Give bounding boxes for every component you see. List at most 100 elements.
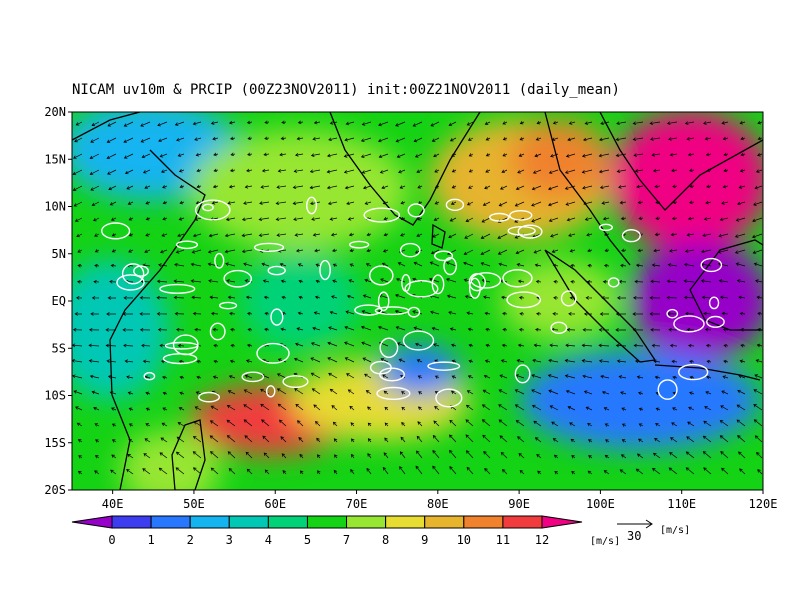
wind-arrow [398,169,406,174]
wind-arrow [485,137,491,141]
wind-arrow [296,136,304,141]
wind-arrow [430,310,440,315]
wind-arrow [212,327,219,332]
wind-arrow [367,438,372,443]
wind-arrow [260,388,270,395]
wind-arrow [723,343,729,348]
field-blob [630,240,763,360]
wind-arrow [380,278,389,283]
wind-arrow [327,201,338,206]
wind-arrow [367,406,372,411]
wind-arrow [298,279,304,284]
field-blob [72,260,170,400]
wind-arrow [599,312,610,316]
wind-arrow [94,470,100,475]
precip-contour [241,371,265,383]
wind-arrow [143,453,151,459]
wind-arrow [260,185,270,189]
wind-arrow [361,341,372,347]
wind-arrow [549,405,559,411]
wind-arrow [317,470,321,475]
wind-arrow [653,248,661,253]
wind-arrow [449,419,457,427]
wind-arrow [360,325,372,331]
wind-arrow [605,439,610,443]
wind-arrow [450,390,457,395]
wind-arrow [399,451,406,459]
wind-arrow [535,279,542,284]
precip-contour [253,242,285,252]
wind-arrow [281,120,287,125]
wind-arrow [757,311,763,316]
wind-arrow [549,343,559,348]
wind-arrow [261,262,270,267]
colorbar-segment [306,515,348,529]
wind-arrow [416,233,423,237]
lon-label: 80E [427,497,449,511]
lon-label: 90E [508,497,530,511]
wind-arrow [519,311,525,316]
wind-arrow [243,419,253,427]
wind-arrow [654,438,661,443]
field-blob [610,112,763,250]
wind-arrow [671,422,678,427]
wind-arrow [211,201,219,205]
wind-arrow [633,343,644,348]
wind-arrow [413,326,423,331]
wind-arrow [349,263,355,267]
wind-arrow [740,343,746,348]
wind-arrow [753,419,763,427]
wind-arrow [412,121,423,127]
wind-arrow [481,404,491,411]
wind-arrow [531,185,542,191]
wind-arrow [107,169,117,175]
wind-arrow [448,233,457,239]
wind-arrow [378,121,389,127]
wind-arrow [226,435,236,443]
precip-contour [369,265,394,286]
wind-arrow [312,326,321,331]
wind-arrow [719,435,729,443]
wind-arrow [702,451,712,459]
wind-arrow [499,435,508,443]
wind-arrow [414,153,423,158]
wind-arrow [145,391,151,396]
wind-arrow [600,374,610,379]
wind-arrow [329,121,338,125]
wind-arrow [228,184,236,189]
wind-arrow [107,121,117,127]
wind-arrow [400,200,406,205]
wind-arrow [144,249,151,253]
wind-arrow [243,262,253,267]
wind-arrow [705,343,712,348]
wind-arrow [160,169,168,173]
wind-arrow [719,420,729,427]
wind-arrow [276,185,287,189]
wind-arrow [671,168,678,173]
wind-arrow [311,217,321,221]
wind-arrow [126,185,134,190]
wind-arrow [123,137,134,143]
wind-arrow [706,184,712,189]
precip-contour [270,308,284,326]
wind-arrow [106,359,117,363]
wind-arrow [213,359,219,364]
wind-arrow [704,406,712,411]
wind-arrow [533,420,542,427]
wind-arrow [534,263,542,268]
wind-arrow [703,311,712,316]
precip-contour [379,367,405,382]
wind-arrow [434,375,440,379]
wind-arrow [280,436,287,443]
wind-arrow [91,121,100,127]
wind-arrow [582,374,593,379]
wind-arrow [636,453,644,459]
wind-arrow [416,359,423,363]
wind-arrow [686,233,695,237]
colorbar-segment [228,515,269,529]
wind-arrow [566,217,576,222]
wind-arrow [241,233,253,238]
wind-arrow [384,437,389,443]
wind-arrow [751,233,763,239]
wind-arrow [294,342,304,347]
